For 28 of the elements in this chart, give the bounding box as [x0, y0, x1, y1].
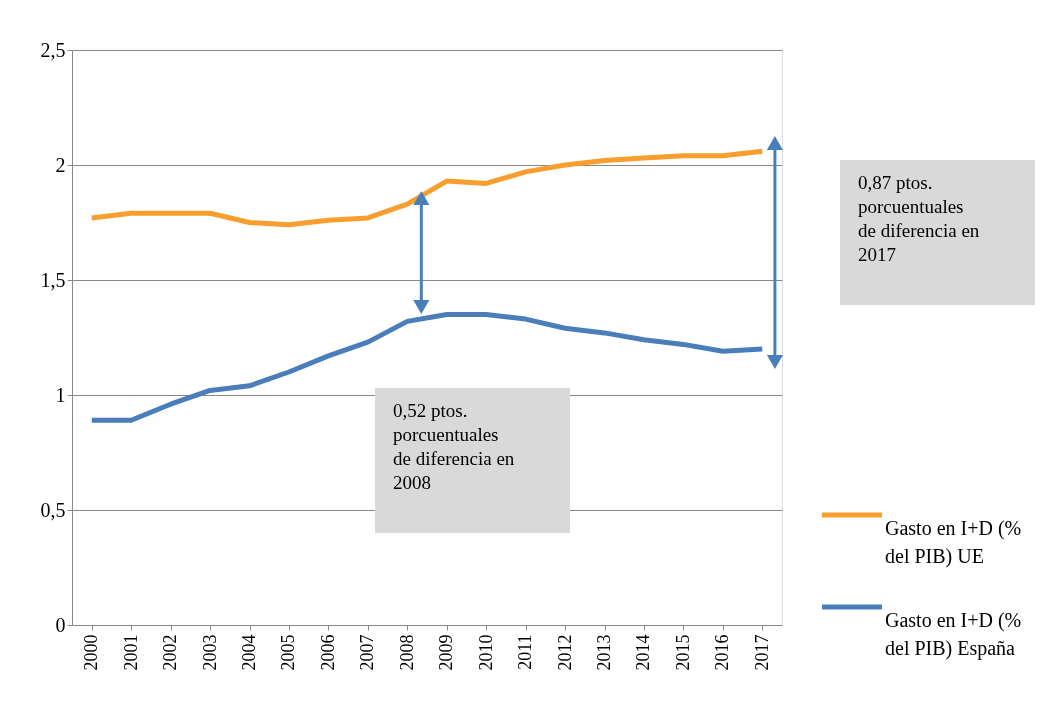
- x-tick-label: 2009: [436, 634, 457, 671]
- x-tick-label: 2004: [239, 634, 259, 671]
- x-tick-label: 2012: [554, 634, 575, 671]
- x-tick-label: 2010: [475, 634, 496, 671]
- x-tick-label: 2006: [317, 634, 338, 671]
- y-tick-label: 2,5: [40, 38, 66, 61]
- annotation: 0,52 ptos. porcuentuales de diferencia en 2008: [393, 400, 515, 493]
- y-tick-label: 2: [55, 153, 66, 176]
- y-tick-label: 1,5: [40, 268, 66, 291]
- x-tick-label: 2001: [120, 634, 141, 671]
- x-tick-label: 2003: [199, 634, 220, 671]
- text: 0,87 ptos. porcuentuales de diferencia en 2017: [858, 172, 980, 265]
- y-tick-label: 0,5: [40, 498, 66, 521]
- x-tick-label: 2016: [712, 634, 733, 671]
- x-tick-label: 2008: [396, 634, 417, 671]
- text: Gasto en I+D (% del PIB) UE: [885, 517, 1022, 568]
- x-tick-label: 2017: [751, 634, 772, 671]
- x-tick-label: 2007: [357, 634, 378, 671]
- y-tick-label: 1: [55, 383, 66, 406]
- y-tick-label: 0: [55, 613, 66, 636]
- x-tick-label: 2002: [160, 634, 181, 671]
- x-tick-label: 2011: [515, 634, 536, 670]
- x-tick-label: 2014: [633, 634, 654, 671]
- x-tick-label: 2000: [81, 634, 102, 671]
- x-tick-label: 2005: [278, 634, 299, 671]
- x-tick-label: 2015: [672, 634, 693, 671]
- x-tick-label: 2013: [594, 634, 614, 671]
- text: Gasto en I+D (% del PIB) España: [885, 609, 1022, 660]
